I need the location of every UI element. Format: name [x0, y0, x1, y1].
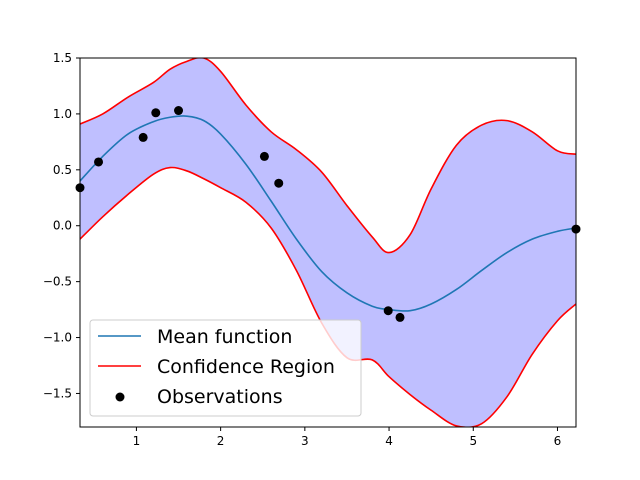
legend: Mean function Confidence Region Observat…	[89, 319, 362, 417]
y-tick-label: −1.0	[43, 331, 72, 345]
observation-point	[138, 132, 148, 142]
y-tick-label: 1.5	[53, 51, 72, 65]
y-tick-label: 0.5	[53, 163, 72, 177]
x-tick-label: 2	[217, 434, 225, 448]
observation-point	[259, 151, 269, 161]
observation-point	[571, 224, 581, 234]
x-tick-label: 4	[385, 434, 393, 448]
observation-point	[174, 106, 184, 116]
observation-point	[395, 312, 405, 322]
confidence-upper-line	[80, 58, 576, 254]
y-tick-label: −1.5	[43, 386, 72, 400]
x-tick-label: 6	[554, 434, 562, 448]
observation-point	[383, 306, 393, 316]
legend-label-confidence-region: Confidence Region	[157, 356, 335, 378]
mean-function-line	[80, 115, 576, 312]
legend-label-observations: Observations	[157, 386, 283, 408]
x-tick-label: 1	[133, 434, 141, 448]
confidence-band-fill	[80, 58, 576, 427]
x-tick-label: 3	[301, 434, 309, 448]
y-tick-label: −0.5	[43, 275, 72, 289]
y-axis: −1.5 −1.0 −0.5 0.0 0.5 1.0 1.5	[43, 51, 80, 400]
observation-point	[75, 183, 85, 193]
observation-point	[94, 157, 104, 167]
x-tick-label: 5	[469, 434, 477, 448]
legend-label-mean-function: Mean function	[157, 326, 292, 348]
observation-point	[151, 108, 161, 118]
axes-frame	[79, 57, 577, 428]
legend-box	[89, 319, 362, 417]
y-tick-label: 0.0	[53, 219, 72, 233]
y-tick-label: 1.0	[53, 107, 72, 121]
x-axis: 1 2 3 4 5 6	[133, 427, 562, 448]
legend-observation-marker	[115, 392, 125, 402]
observation-point	[274, 178, 284, 188]
observations-layer	[75, 106, 581, 322]
